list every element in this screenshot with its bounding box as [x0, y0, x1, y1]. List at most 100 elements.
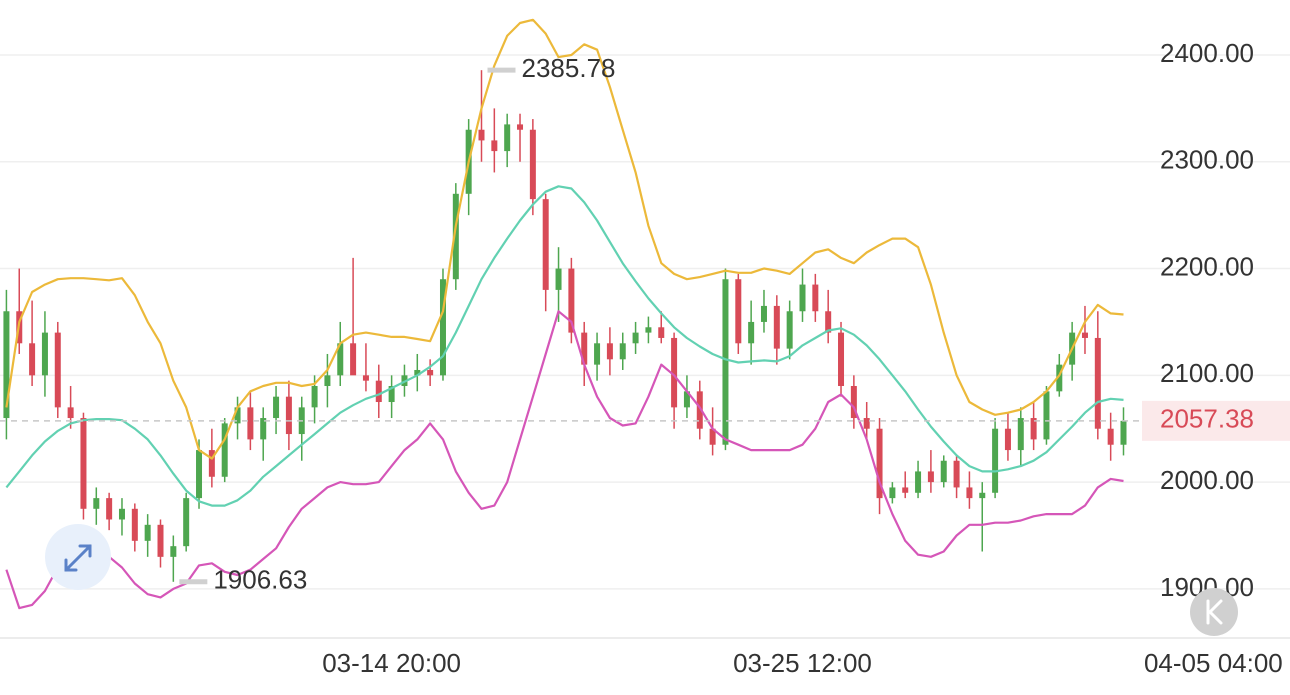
candle-body — [542, 199, 549, 290]
extreme-label: 1906.63 — [213, 565, 307, 595]
candle-body — [1030, 418, 1037, 440]
candle-body — [388, 386, 395, 403]
candle-body — [1056, 364, 1063, 392]
plot-area — [0, 18, 1150, 610]
candle-body — [118, 508, 125, 520]
grid — [0, 54, 1290, 590]
candle-body — [658, 327, 665, 338]
x-tick-label: 03-14 20:00 — [322, 648, 461, 678]
candle-body — [594, 343, 601, 365]
candle-body — [67, 407, 74, 419]
candle-body — [285, 396, 292, 435]
candle-body — [902, 487, 909, 493]
candle-body — [632, 332, 639, 344]
candle-body — [131, 508, 138, 541]
scroll-icon[interactable] — [1206, 599, 1223, 625]
candle-body — [581, 332, 588, 365]
candle-body — [439, 279, 446, 376]
candle-body — [1017, 418, 1024, 451]
candle-body — [735, 279, 742, 344]
candle-body — [427, 369, 434, 376]
x-tick-label: 04-05 04:00 — [1144, 648, 1283, 678]
candle-body — [260, 418, 267, 440]
candle-body — [106, 498, 113, 520]
expand-button[interactable] — [45, 524, 111, 590]
y-tick-label: 2100.00 — [1160, 358, 1254, 388]
candle-body — [953, 460, 960, 488]
expand-icon[interactable] — [64, 544, 92, 572]
candle-body — [555, 268, 562, 290]
candle-body — [1094, 337, 1101, 429]
candle-body — [157, 524, 164, 557]
candle-body — [966, 487, 973, 499]
candle-body — [812, 284, 819, 312]
candle-body — [183, 498, 190, 547]
candle-body — [3, 311, 10, 419]
candle-body — [940, 460, 947, 483]
candle-body — [41, 332, 48, 376]
candle-body — [927, 471, 934, 483]
y-tick-label: 2200.00 — [1160, 251, 1254, 281]
candle-body — [478, 129, 485, 141]
band-line — [5, 18, 1124, 460]
candle-body — [606, 343, 613, 360]
y-tick-label: 2000.00 — [1160, 465, 1254, 495]
last-price-box — [1142, 400, 1290, 441]
candle-body — [517, 124, 524, 130]
candle-body — [491, 140, 498, 152]
candle-body — [1120, 420, 1127, 445]
candle-body — [93, 498, 100, 509]
extreme-label: 2385.78 — [522, 53, 616, 83]
candle-body — [1081, 332, 1088, 338]
candle-body — [722, 279, 729, 445]
candle-body — [568, 268, 575, 333]
candle-body — [504, 124, 511, 152]
scroll-button[interactable] — [1190, 588, 1238, 636]
candle-body — [979, 492, 986, 499]
candle-body — [324, 375, 331, 387]
candle-body — [1004, 428, 1011, 451]
candle-body — [337, 343, 344, 376]
labels: 1900.002000.002100.002200.002300.002400.… — [179, 38, 1290, 678]
candle-body — [889, 487, 896, 499]
candle-body — [619, 343, 626, 360]
candle-body — [247, 407, 254, 440]
scroll-circle[interactable] — [1190, 588, 1238, 636]
candle-body — [760, 305, 767, 322]
candle-body — [80, 418, 87, 509]
last-price-label: 2057.38 — [1160, 404, 1254, 434]
candle-body — [208, 450, 215, 477]
candle-body — [375, 380, 382, 403]
candle-body — [529, 129, 536, 200]
y-tick-label: 2400.00 — [1160, 38, 1254, 68]
candle-body — [414, 369, 421, 376]
candle-body — [671, 337, 678, 408]
candle-body — [683, 391, 690, 408]
candle-body — [170, 546, 177, 557]
candle-body — [992, 428, 999, 493]
candle-body — [29, 343, 36, 376]
candle-body — [273, 396, 280, 419]
candle-body — [196, 450, 203, 499]
candle-body — [234, 407, 241, 424]
candle-body — [709, 428, 716, 445]
candle-body — [362, 375, 369, 381]
candle-body — [645, 327, 652, 333]
candle-body — [850, 386, 857, 419]
candle-body — [876, 428, 883, 499]
candle-body — [144, 524, 151, 541]
y-tick-label: 2300.00 — [1160, 145, 1254, 175]
candle-body — [221, 423, 228, 477]
candle-body — [786, 311, 793, 349]
candle-body — [452, 193, 459, 280]
candle-body — [311, 386, 318, 408]
candle-body — [799, 284, 806, 312]
candle-body — [863, 418, 870, 429]
candle-body — [696, 391, 703, 429]
candle-body — [54, 332, 61, 408]
candle-body — [838, 332, 845, 387]
band-line — [5, 310, 1124, 610]
candle-body — [825, 311, 832, 333]
